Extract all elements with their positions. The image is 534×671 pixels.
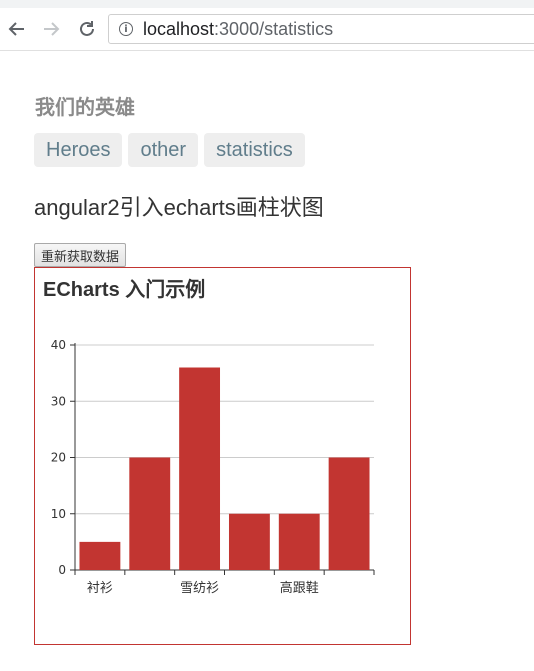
nav-link-heroes[interactable]: Heroes [34, 133, 123, 167]
y-tick-label: 0 [58, 563, 66, 577]
reload-icon[interactable] [76, 18, 98, 40]
y-tick-label: 20 [51, 451, 66, 465]
y-tick-label: 30 [51, 394, 66, 408]
x-tick-label: 衬衫 [87, 581, 113, 596]
browser-toolbar: i localhost:3000/statistics [0, 8, 534, 51]
bar-1 [79, 541, 121, 570]
bar-chart: ECharts 入门示例 0 10 20 30 40 衬衫 雪纺衫 高跟鞋 [43, 277, 375, 596]
nav-link-other[interactable]: other [128, 133, 199, 167]
bar-6 [328, 457, 370, 570]
nav-link-statistics[interactable]: statistics [204, 133, 305, 167]
bar-5 [278, 513, 320, 570]
y-tick-label: 10 [51, 507, 66, 521]
x-tick-label: 雪纺衫 [180, 581, 219, 596]
main-nav: Heroes other statistics [34, 133, 305, 167]
bar-4 [228, 513, 270, 570]
x-tick-label: 高跟鞋 [280, 580, 319, 596]
bar-2 [129, 457, 171, 570]
refetch-data-button[interactable]: 重新获取数据 [34, 243, 127, 267]
bar-3 [179, 367, 221, 570]
chart-title: ECharts 入门示例 [43, 277, 205, 301]
page-title: 我们的英雄 [35, 95, 135, 119]
y-tick-label: 40 [51, 338, 66, 352]
url-text: localhost:3000/statistics [143, 18, 334, 39]
forward-icon[interactable] [40, 18, 62, 40]
back-icon[interactable] [6, 18, 28, 40]
address-bar[interactable]: i localhost:3000/statistics [108, 14, 534, 44]
chart-container: ECharts 入门示例 0 10 20 30 40 衬衫 雪纺衫 高跟鞋 [34, 267, 411, 645]
section-heading: angular2引入echarts画柱状图 [34, 195, 324, 220]
info-icon[interactable]: i [119, 22, 133, 36]
